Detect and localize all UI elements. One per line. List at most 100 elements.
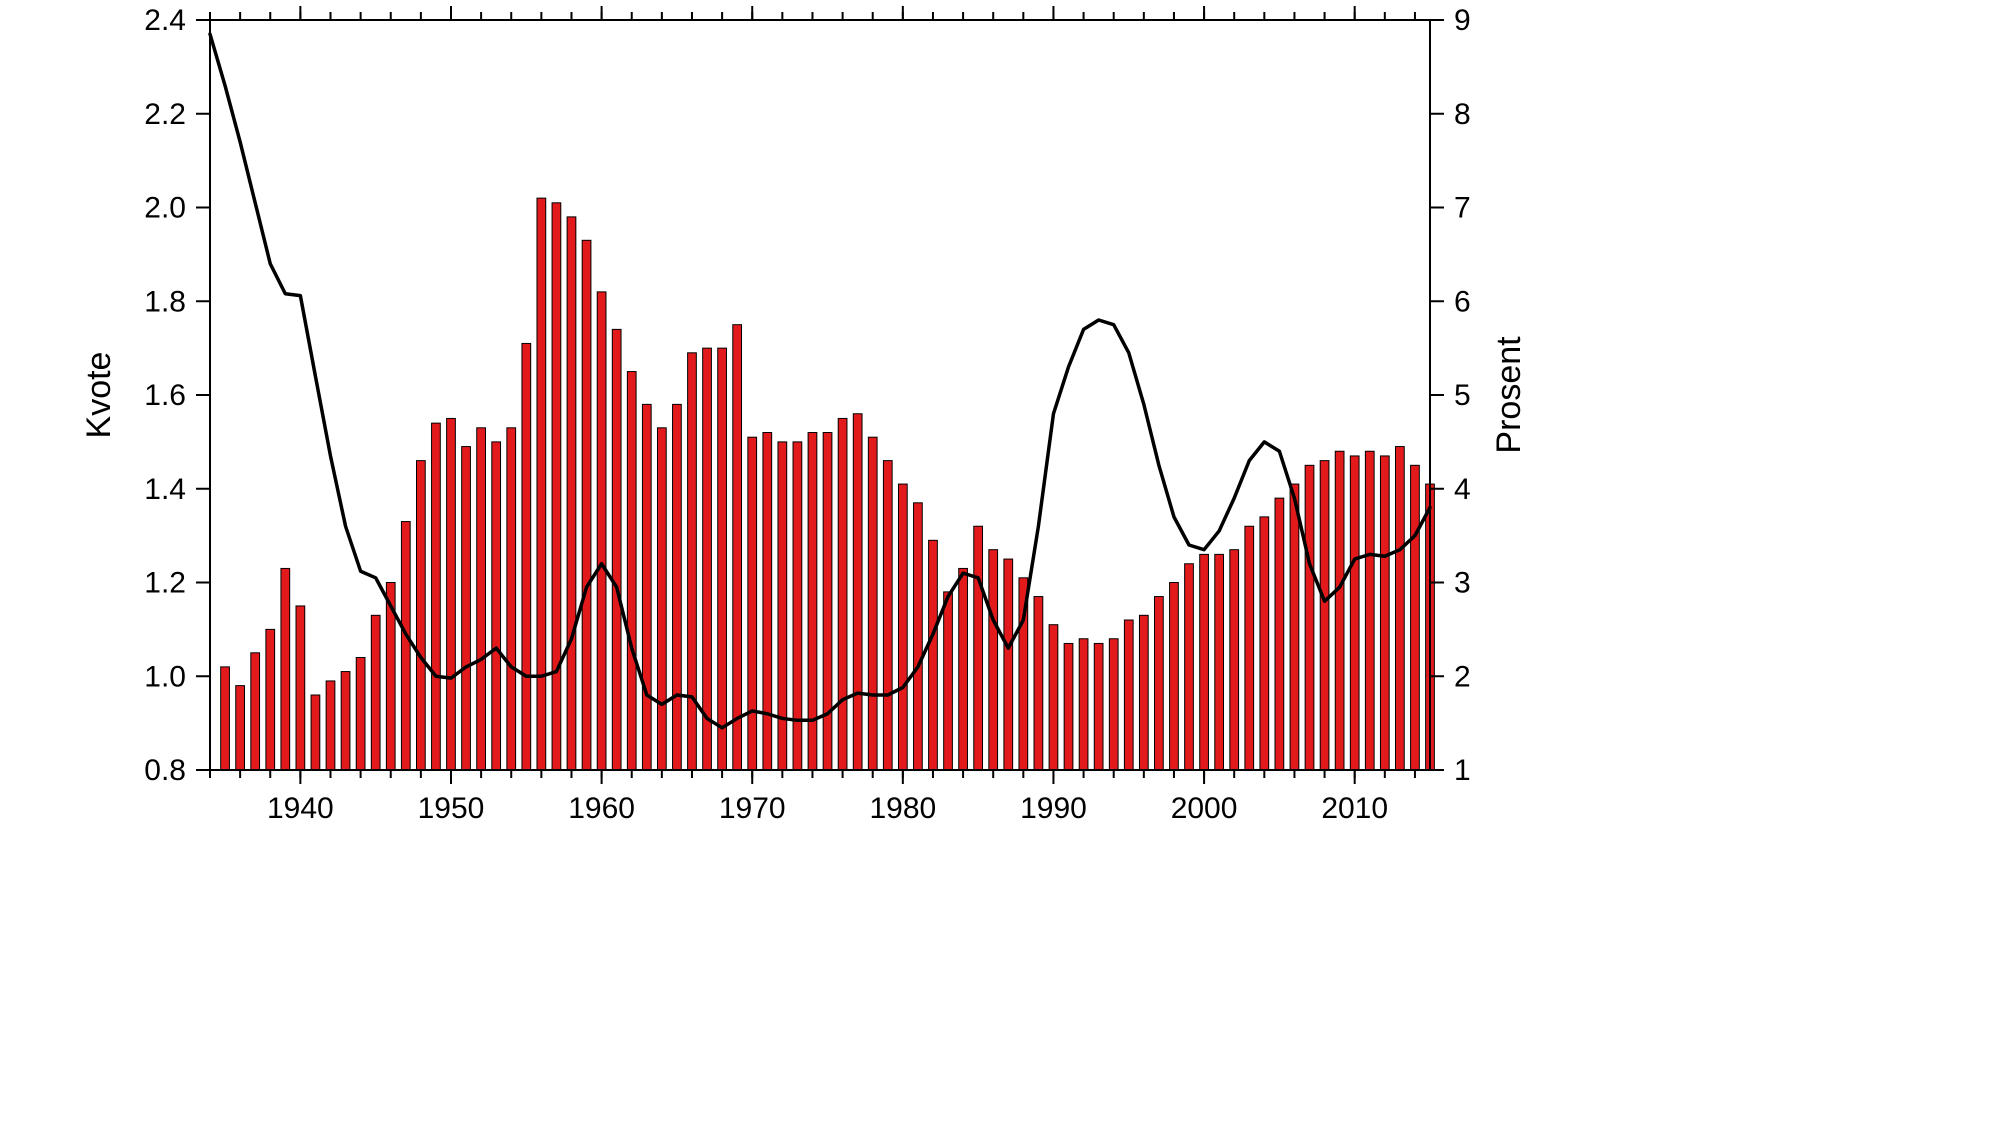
bar xyxy=(1034,597,1043,770)
bar xyxy=(703,348,712,770)
bar xyxy=(853,414,862,770)
bar xyxy=(492,442,501,770)
bar xyxy=(432,423,441,770)
y-right-tick-label: 3 xyxy=(1454,567,1471,600)
bar xyxy=(1124,620,1133,770)
bar xyxy=(959,568,968,770)
bar xyxy=(341,672,350,770)
y-left-tick-label: 2.2 xyxy=(144,98,186,131)
bar xyxy=(929,540,938,770)
y-left-tick-label: 2.4 xyxy=(144,4,186,37)
bar xyxy=(868,437,877,770)
bar xyxy=(1139,615,1148,770)
bar xyxy=(326,681,335,770)
bar xyxy=(567,217,576,770)
y-right-tick-label: 5 xyxy=(1454,379,1471,412)
x-tick-label: 2010 xyxy=(1321,792,1388,825)
bar xyxy=(537,198,546,770)
bar xyxy=(1064,643,1073,770)
y-right-tick-label: 1 xyxy=(1454,754,1471,787)
bar xyxy=(1350,456,1359,770)
bar xyxy=(1365,451,1374,770)
y-left-tick-label: 0.8 xyxy=(144,754,186,787)
bar xyxy=(251,653,260,770)
bar xyxy=(1200,554,1209,770)
bar xyxy=(838,418,847,770)
bar xyxy=(311,695,320,770)
bar xyxy=(989,550,998,770)
bar xyxy=(673,404,682,770)
chart-svg: 1940 1950 1960 1970 1980 1990 2000 2010 0.8 1.0 1.… xyxy=(0,0,2000,1125)
bar xyxy=(1230,550,1239,770)
y-left-tick-label: 2.0 xyxy=(144,192,186,225)
y-left-tick-label: 1.6 xyxy=(144,379,186,412)
y-left-label: Kvote xyxy=(80,352,118,439)
bar xyxy=(507,428,516,770)
bar xyxy=(401,522,410,770)
bar xyxy=(944,592,953,770)
bar xyxy=(1275,498,1284,770)
chart-bg xyxy=(0,0,2000,1125)
bar xyxy=(748,437,757,770)
bar xyxy=(898,484,907,770)
bar xyxy=(1396,447,1405,770)
bar xyxy=(627,372,636,770)
y-right-label: Prosent xyxy=(1490,336,1528,454)
x-tick-label: 1990 xyxy=(1020,792,1087,825)
y-right-tick-label: 8 xyxy=(1454,98,1471,131)
bar xyxy=(1170,583,1179,771)
bar xyxy=(1079,639,1088,770)
x-tick-label: 1960 xyxy=(568,792,635,825)
bar xyxy=(552,203,561,770)
bar xyxy=(1290,484,1299,770)
bar xyxy=(1245,526,1254,770)
bar xyxy=(462,447,471,770)
bar xyxy=(1260,517,1269,770)
bar xyxy=(1380,456,1389,770)
bar xyxy=(778,442,787,770)
bar xyxy=(266,629,275,770)
x-tick-label: 1940 xyxy=(267,792,334,825)
x-tick-label: 1970 xyxy=(719,792,786,825)
bar xyxy=(1049,625,1058,770)
bar xyxy=(1004,559,1013,770)
bar xyxy=(296,606,305,770)
bar xyxy=(657,428,666,770)
bar xyxy=(763,433,772,771)
bar xyxy=(974,526,983,770)
bar xyxy=(1335,451,1344,770)
bar xyxy=(1155,597,1164,770)
bar xyxy=(221,667,230,770)
bar xyxy=(522,343,531,770)
bar xyxy=(582,240,591,770)
bar xyxy=(642,404,651,770)
bar xyxy=(356,658,365,771)
y-left-tick-label: 1.4 xyxy=(144,473,186,506)
y-left-tick-label: 1.8 xyxy=(144,285,186,318)
bar xyxy=(281,568,290,770)
x-tick-label: 1950 xyxy=(418,792,485,825)
bar xyxy=(1185,564,1194,770)
bar xyxy=(371,615,380,770)
bar xyxy=(1215,554,1224,770)
bar xyxy=(612,329,621,770)
bar xyxy=(1094,643,1103,770)
y-right-tick-label: 7 xyxy=(1454,192,1471,225)
y-right-tick-label: 2 xyxy=(1454,660,1471,693)
bar xyxy=(597,292,606,770)
y-right-tick-label: 6 xyxy=(1454,285,1471,318)
chart-container: 1940 1950 1960 1970 1980 1990 2000 2010 0.8 1.0 1.… xyxy=(0,0,2000,1125)
bar xyxy=(417,461,426,770)
x-tick-label: 1980 xyxy=(869,792,936,825)
bar xyxy=(823,433,832,771)
y-left-tick-label: 1.0 xyxy=(144,660,186,693)
bar xyxy=(688,353,697,770)
bar xyxy=(236,686,245,770)
bar xyxy=(477,428,486,770)
y-right-tick-label: 9 xyxy=(1454,4,1471,37)
bar xyxy=(718,348,727,770)
bar xyxy=(1320,461,1329,770)
bar xyxy=(883,461,892,770)
x-tick-label: 2000 xyxy=(1171,792,1238,825)
bar xyxy=(1109,639,1118,770)
